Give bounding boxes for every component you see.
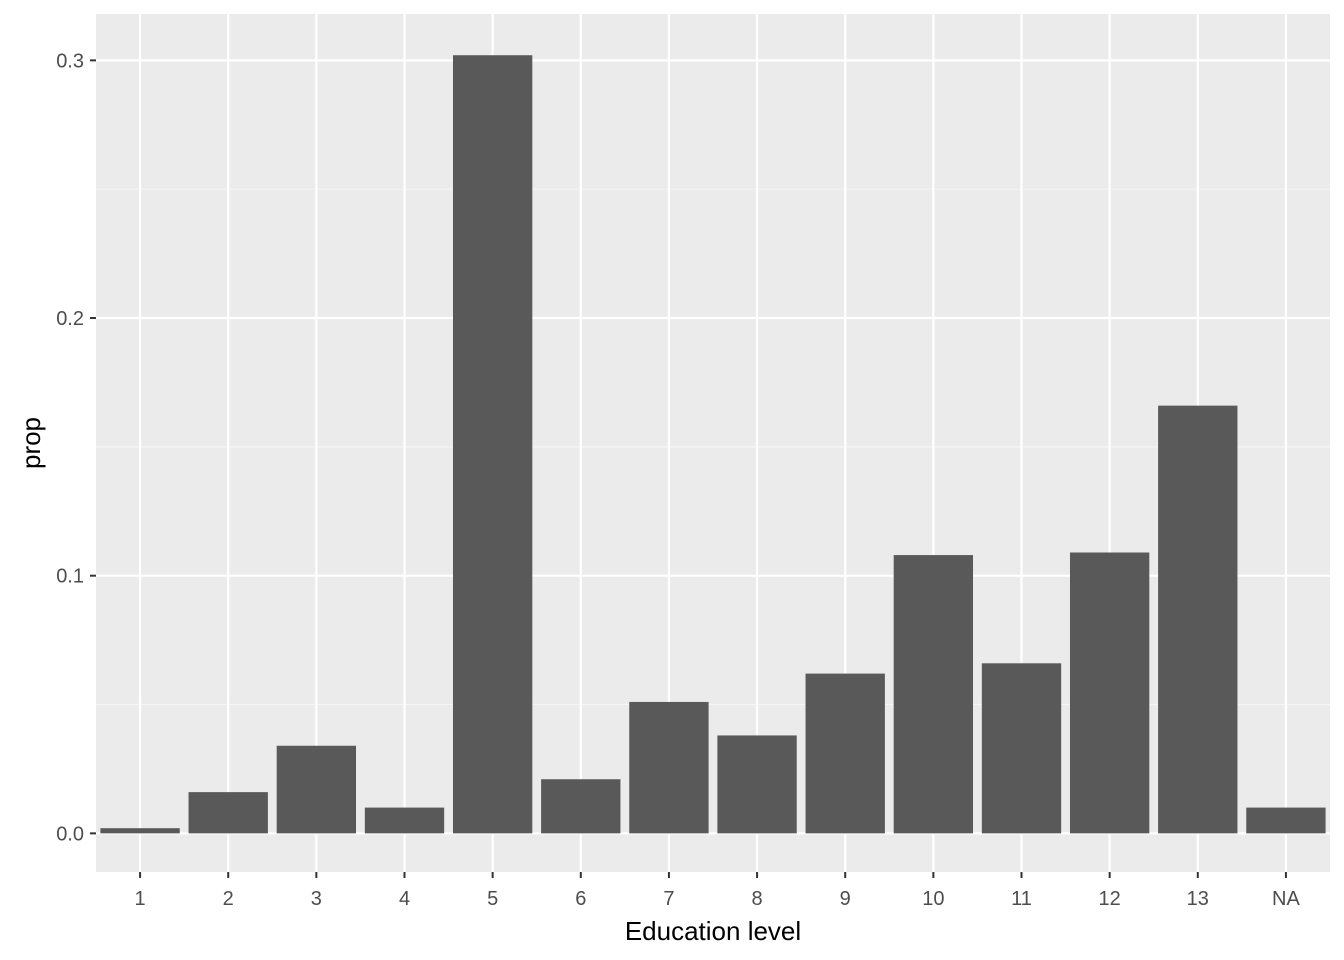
bar-13 — [1158, 405, 1238, 834]
x-tick-label: 4 — [399, 888, 410, 910]
x-tick-label: 8 — [752, 888, 763, 910]
bar-4 — [364, 807, 445, 834]
x-tick-label: 9 — [840, 888, 851, 910]
x-tick-label: 2 — [223, 888, 234, 910]
y-tick-label: 0.3 — [56, 50, 84, 72]
y-tick-label: 0.2 — [56, 308, 84, 330]
y-axis-title: prop — [16, 417, 46, 469]
x-tick-label: 3 — [311, 888, 322, 910]
bar-9 — [805, 673, 885, 834]
bar-6 — [541, 779, 621, 834]
x-tick-label: 1 — [135, 888, 146, 910]
bar-3 — [276, 745, 357, 834]
bar-NA — [1246, 807, 1326, 834]
bar-7 — [629, 701, 709, 834]
bar-5 — [452, 55, 533, 834]
y-tick-label: 0.1 — [56, 566, 84, 588]
bar-10 — [893, 555, 974, 834]
x-tick-label: 10 — [922, 888, 944, 910]
x-tick-label: 12 — [1099, 888, 1121, 910]
bars — [100, 55, 1326, 834]
bar-8 — [717, 735, 797, 834]
x-axis-title: Education level — [625, 916, 801, 946]
bar-11 — [981, 663, 1062, 834]
bar-12 — [1069, 552, 1150, 834]
x-tick-label: 6 — [575, 888, 586, 910]
bar-2 — [188, 792, 268, 834]
y-axis: 0.0 0.1 0.2 0.3 — [56, 50, 96, 845]
x-tick-label: 11 — [1011, 888, 1032, 910]
x-tick-label: NA — [1272, 888, 1300, 910]
bar-1 — [100, 828, 180, 834]
x-tick-label: 13 — [1187, 888, 1209, 910]
x-tick-label: 5 — [487, 888, 498, 910]
x-tick-label: 7 — [663, 888, 674, 910]
x-axis: 1 2 3 4 5 6 7 8 9 10 11 12 13 NA — [135, 872, 1300, 910]
y-tick-label: 0.0 — [56, 823, 84, 845]
